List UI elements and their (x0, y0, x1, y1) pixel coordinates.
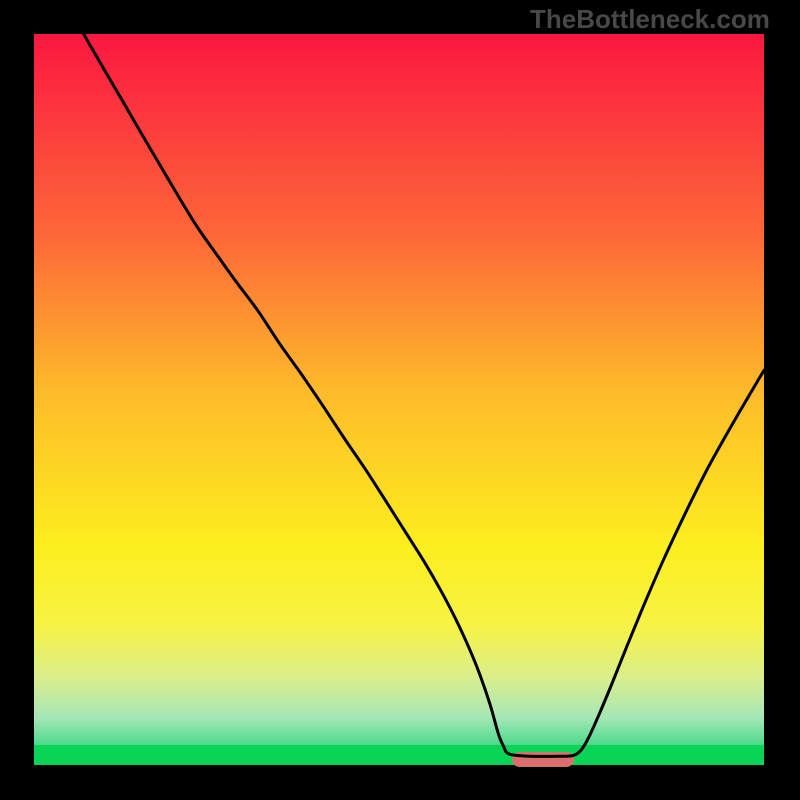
curve-path (84, 34, 764, 756)
chart-area (34, 34, 764, 765)
attribution-text: TheBottleneck.com (530, 4, 770, 35)
bottleneck-curve (34, 34, 764, 765)
